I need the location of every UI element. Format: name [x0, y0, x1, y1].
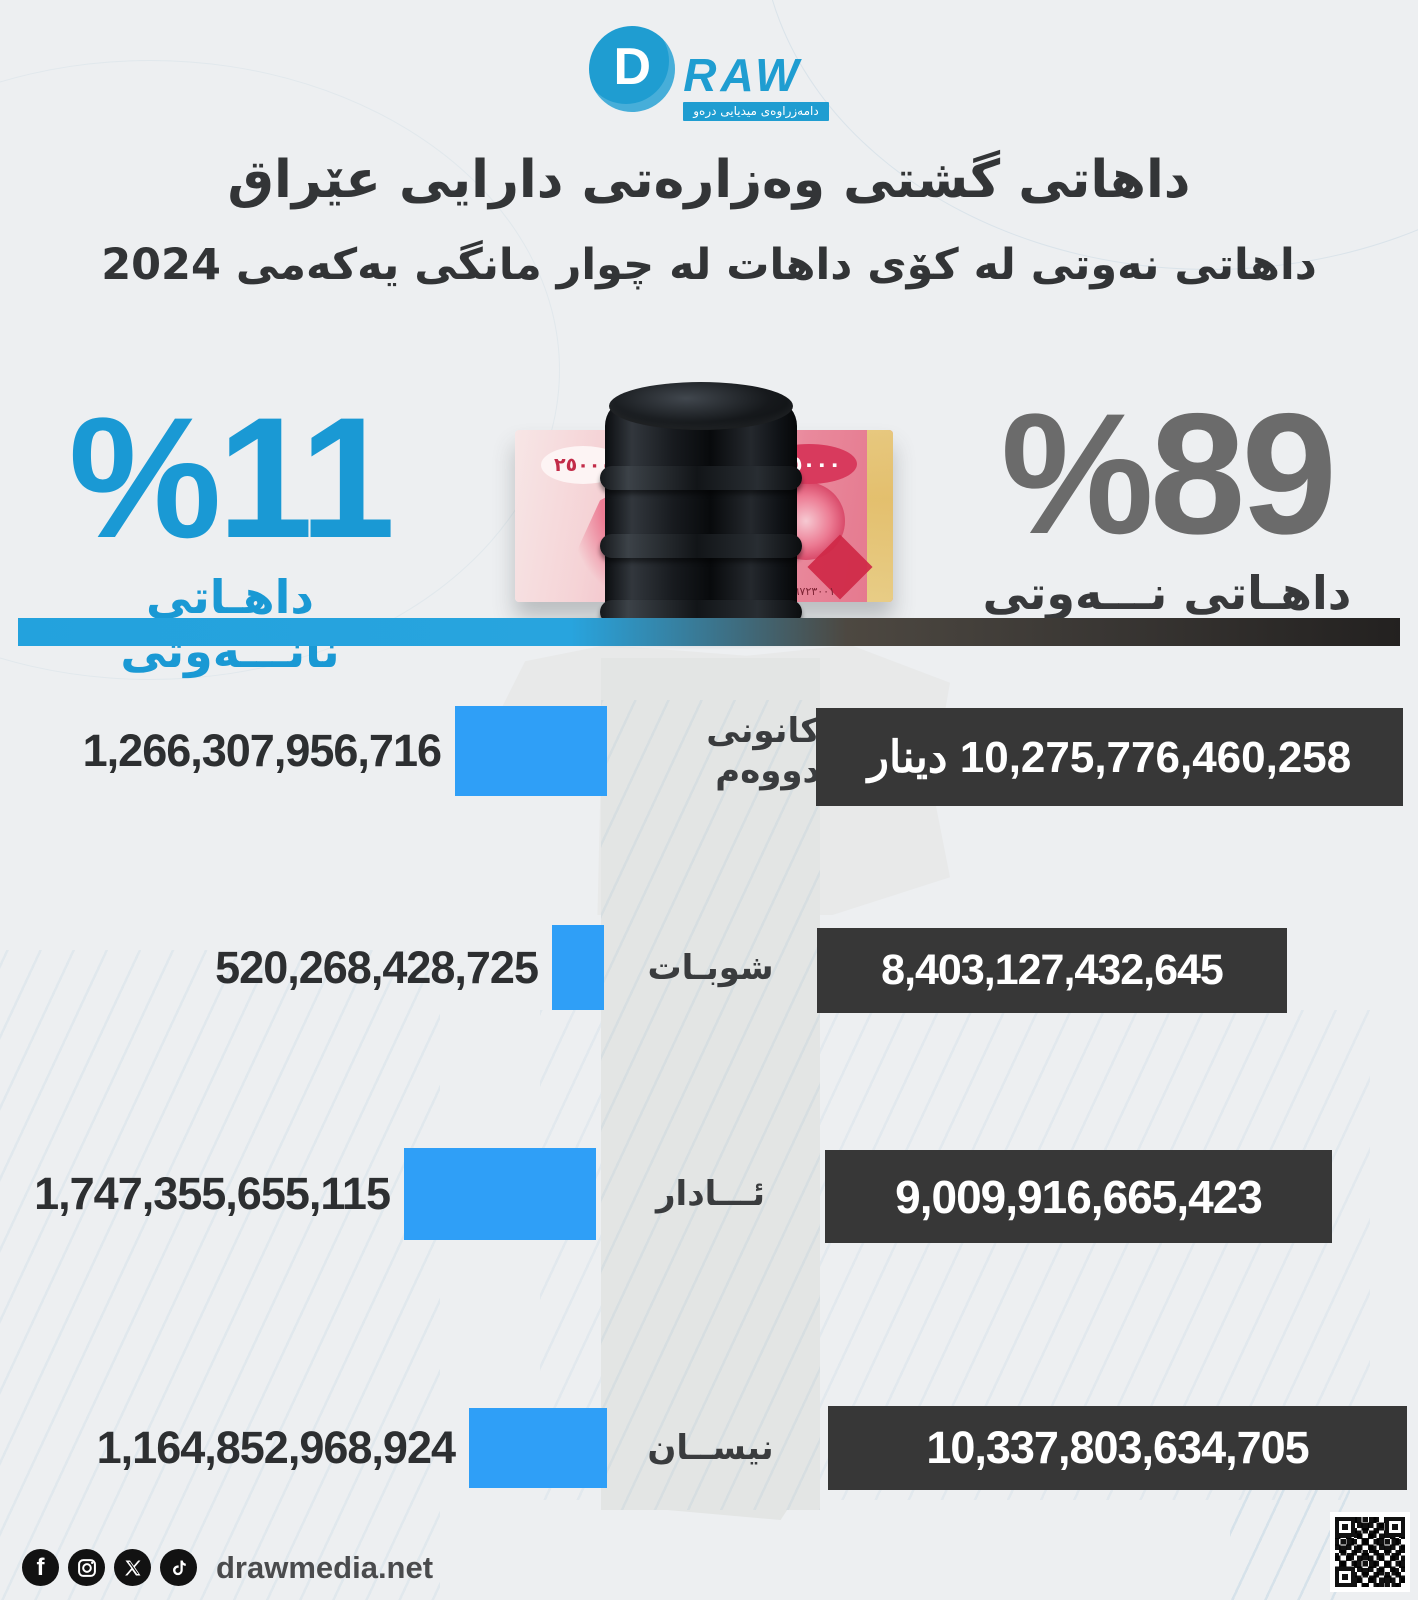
oil-value-box: 10,337,803,634,705 — [828, 1406, 1407, 1490]
oil-label: داهـاتی نـــەوتی — [982, 566, 1352, 620]
footer: f drawmedia.net — [22, 1549, 433, 1586]
draw-logo-icon: D — [589, 26, 676, 112]
oil-value-box: 8,403,127,432,645 — [817, 928, 1287, 1013]
iraq-map-silhouette — [601, 658, 820, 1510]
oil-value-box: 9,009,916,665,423 — [825, 1150, 1332, 1243]
oil-barrel-rib — [600, 534, 802, 558]
qr-code — [1330, 1512, 1410, 1592]
decor-stripes — [0, 950, 440, 1600]
facebook-icon[interactable]: f — [22, 1549, 59, 1586]
nonoil-value: 1,266,307,956,716 — [82, 725, 442, 776]
nonoil-value: 1,747,355,655,115 — [34, 1168, 391, 1219]
logo-tagline: دامەزراوەی میدیایی درەو — [683, 102, 829, 121]
nonoil-bar — [469, 1408, 607, 1488]
nonoil-percent: %11 — [68, 382, 396, 574]
page-subtitle: داهاتی نەوتی لە کۆی داهات لە چوار مانگی … — [101, 240, 1317, 290]
nonoil-value: 1,164,852,968,924 — [96, 1422, 456, 1473]
nonoil-value: 520,268,428,725 — [215, 941, 539, 993]
x-twitter-icon[interactable] — [114, 1549, 151, 1586]
iraq-map-silhouette — [601, 1460, 820, 1520]
oil-barrel-rib — [600, 466, 802, 490]
divider-bar — [18, 618, 1400, 646]
oil-barrel-lid — [609, 382, 793, 430]
nonoil-bar — [404, 1148, 596, 1240]
page-title: داهاتی گشتی وەزارەتی دارایی عێراق — [227, 150, 1191, 210]
stat-oil: %89 داهـاتی نـــەوتی — [952, 388, 1382, 620]
website-url[interactable]: drawmedia.net — [216, 1549, 434, 1585]
banknote-edge — [867, 430, 893, 602]
logo-letter: D — [613, 38, 652, 96]
oil-barrel — [600, 382, 802, 644]
tiktok-icon[interactable] — [160, 1549, 197, 1586]
nonoil-bar — [552, 925, 604, 1010]
instagram-icon[interactable] — [68, 1549, 105, 1586]
banknote-serial: ٦٧٢٣٠٠١ — [793, 585, 835, 598]
oil-percent: %89 — [1000, 378, 1337, 570]
logo-wordmark: RAW — [683, 49, 803, 101]
logo: D RAW دامەزراوەی میدیایی درەو — [0, 26, 1418, 121]
